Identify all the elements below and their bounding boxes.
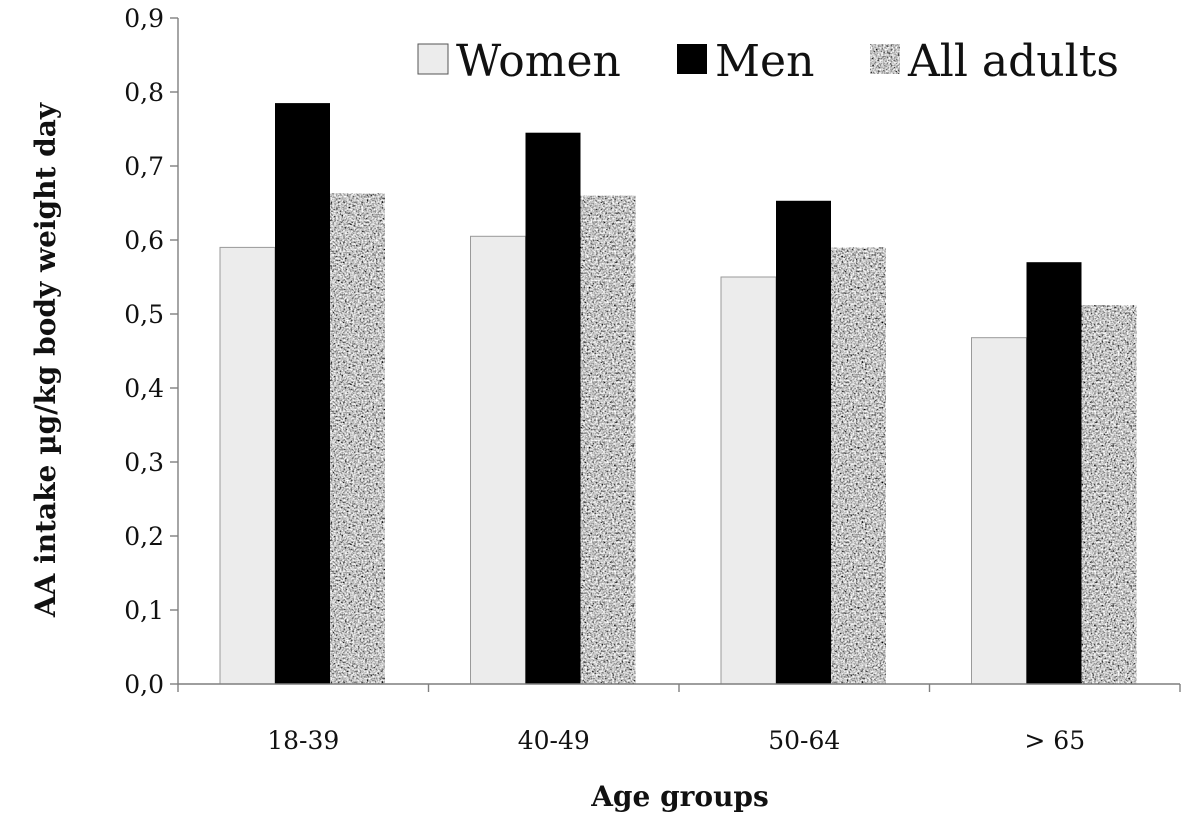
- x-tick-label: 18-39: [267, 726, 339, 755]
- bars-layer: [219, 103, 1137, 685]
- y-tick-label: 0,1: [124, 596, 164, 625]
- y-tick-label: 0,6: [124, 226, 164, 255]
- bar-men-2: [525, 132, 581, 684]
- legend-label-women: Women: [456, 36, 621, 87]
- x-axis-title: Age groups: [590, 780, 769, 813]
- bar-men-4: [1026, 262, 1082, 684]
- legend-swatch-women: [417, 43, 449, 75]
- bar-women-1: [219, 246, 276, 685]
- y-tick-label: 0,7: [124, 152, 164, 181]
- y-tick-label: 0,4: [124, 374, 164, 403]
- bar-all-adults-3: [831, 247, 886, 684]
- legend-swatch-all-adults: [870, 44, 900, 74]
- y-tick-label: 0,9: [124, 4, 164, 33]
- bar-women-3: [720, 276, 777, 685]
- axes-layer: 0,0 0,1 0,2 0,3 0,4 0,5 0,6 0,7 0,8 0,9 18-39 40-49…: [124, 4, 1181, 755]
- bar-all-adults-1: [330, 193, 385, 684]
- legend: Women Men All adults: [417, 36, 1119, 87]
- y-tick-label: 0,8: [124, 78, 164, 107]
- legend-label-men: Men: [715, 36, 814, 87]
- x-tick-label: 50-64: [768, 726, 840, 755]
- bar-men-3: [776, 200, 831, 684]
- bar-all-adults-2: [580, 195, 636, 684]
- legend-label-all-adults: All adults: [907, 36, 1119, 87]
- bar-women-2: [470, 235, 526, 685]
- y-tick-label: 0,5: [124, 300, 164, 329]
- bar-all-adults-4: [1081, 305, 1137, 684]
- x-tick-label: > 65: [1024, 726, 1085, 755]
- legend-swatch-men: [677, 44, 707, 74]
- y-tick-label: 0,0: [124, 670, 164, 699]
- bar-men-1: [275, 103, 330, 685]
- y-axis-title: AA intake µg/kg body weight day: [29, 102, 62, 618]
- x-tick-label: 40-49: [518, 726, 590, 755]
- y-tick-label: 0,3: [124, 448, 164, 477]
- y-tick-label: 0,2: [124, 522, 164, 551]
- bar-women-4: [971, 337, 1027, 685]
